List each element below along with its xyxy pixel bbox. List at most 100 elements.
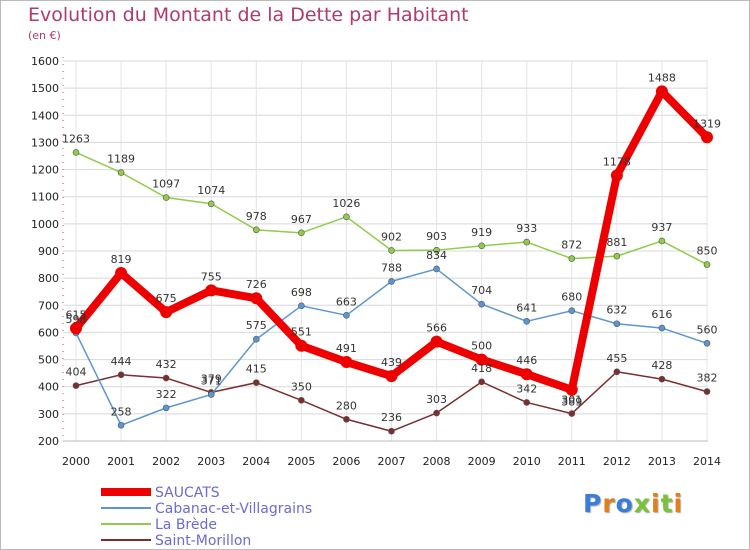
data-label: 551 [291,326,312,339]
data-point [433,246,440,254]
data-point [613,368,621,376]
data-label: 819 [111,253,132,266]
data-label: 350 [291,380,312,393]
x-tick-label: 2004 [242,455,270,468]
data-label: 978 [246,210,267,223]
y-tick-label: 600 [38,326,59,339]
data-label: 755 [201,270,222,283]
data-point [162,194,170,201]
data-label: 455 [606,352,627,365]
data-label: 1074 [197,184,225,197]
data-point [295,339,308,352]
data-label: 236 [381,411,402,424]
data-label: 903 [426,230,447,243]
data-point [117,421,125,429]
x-tick-label: 2008 [423,455,451,468]
data-point [388,278,395,285]
y-tick-label: 700 [38,299,59,312]
data-point [207,391,215,398]
data-point [658,375,666,383]
data-point [565,383,578,396]
data-point [703,261,711,268]
legend-label: Saint-Morillon [155,533,251,549]
data-label: 1263 [62,132,90,145]
x-tick-label: 2000 [62,455,90,468]
data-point [475,353,488,366]
proxiti-logo: Proxiti [583,489,683,518]
data-label: 444 [111,355,132,368]
data-point [703,339,711,347]
data-point [340,356,353,369]
x-tick-label: 2011 [558,455,586,468]
data-label: 418 [471,362,492,375]
data-label: 872 [561,239,582,252]
data-point [568,255,576,262]
data-label: 379 [201,372,222,385]
y-tick-label: 1400 [31,109,59,122]
data-point [250,292,263,305]
data-point [613,320,621,328]
data-label: 919 [471,226,492,239]
chart-subtitle: (en €) [28,29,61,42]
data-point [568,307,576,315]
data-point [252,226,260,234]
data-label: 850 [697,245,718,258]
y-tick-label: 1300 [31,136,59,149]
x-tick-label: 2001 [107,455,135,468]
y-tick-label: 400 [38,381,59,394]
data-label: 428 [651,359,672,372]
data-point [655,85,668,98]
data-point [430,335,443,348]
data-point [388,247,395,254]
data-label: 698 [291,286,312,299]
legend-label: La Brède [155,517,217,533]
data-label: 415 [246,363,267,376]
data-point [162,404,170,412]
x-tick-label: 2013 [648,455,676,468]
data-label: 675 [156,292,177,305]
logo-letter: r [602,489,616,518]
data-point [478,300,485,308]
data-point [613,252,621,260]
logo-letter: P [583,489,603,518]
data-point [610,169,623,182]
y-tick-label: 1200 [31,164,59,177]
data-label: 598 [66,313,87,326]
data-point [117,371,125,379]
data-point [207,200,215,208]
data-label: 342 [516,382,537,395]
data-label: 500 [471,340,492,353]
data-point [343,415,350,423]
data-label: 1026 [332,197,360,210]
data-point [388,427,395,435]
data-point [478,378,485,386]
data-point [478,242,485,250]
data-label: 680 [561,291,582,304]
data-label: 726 [246,278,267,291]
data-point [115,266,128,279]
data-label: 382 [697,372,718,385]
y-tick-label: 300 [38,408,59,421]
data-point [523,399,531,406]
data-label: 616 [651,308,672,321]
data-point [298,396,305,404]
data-label: 303 [426,393,447,406]
data-label: 834 [426,249,447,262]
legend-label: SAUCATS [155,485,220,501]
data-label: 1319 [693,117,721,130]
data-label: 663 [336,295,357,308]
data-label: 1189 [107,153,135,166]
chart-title: Evolution du Montant de la Dette par Hab… [28,4,469,26]
data-point [298,302,305,310]
data-label: 389 [561,396,582,409]
y-tick-label: 1100 [31,191,59,204]
data-label: 491 [336,342,357,355]
y-tick-label: 200 [38,435,59,448]
data-point [252,379,260,386]
data-label: 615 [66,308,87,321]
data-label: 301 [561,394,582,407]
data-point [385,370,398,383]
data-label: 566 [426,322,447,335]
